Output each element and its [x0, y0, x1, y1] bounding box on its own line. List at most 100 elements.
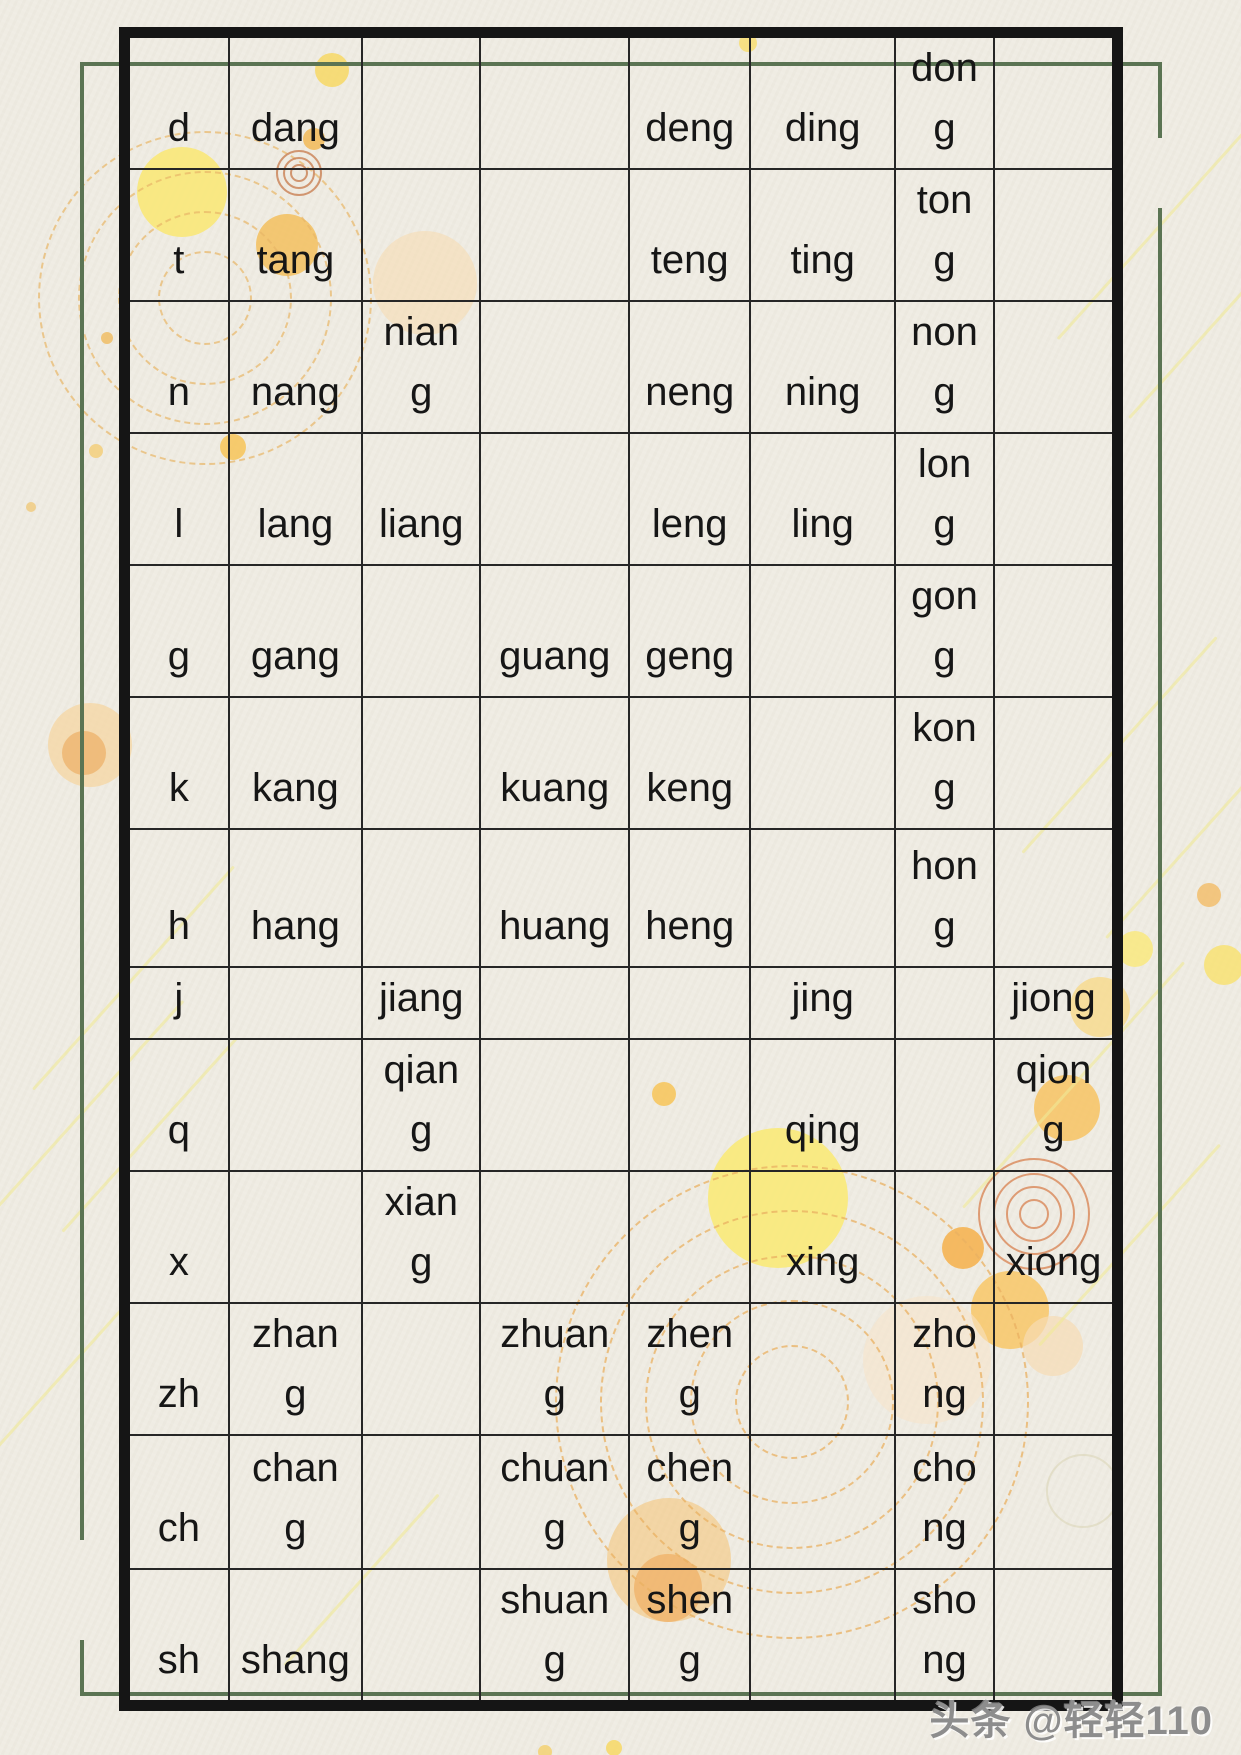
pinyin-cell	[479, 300, 631, 434]
pinyin-cell	[993, 1568, 1119, 1707]
pinyin-cell: jiong	[993, 966, 1119, 1040]
pinyin-cell: nian g	[361, 300, 482, 434]
pinyin-cell: dang	[227, 31, 364, 170]
pinyin-cell: xiong	[993, 1170, 1119, 1304]
pinyin-cell: neng	[628, 300, 752, 434]
pinyin-cell: leng	[628, 432, 752, 566]
pinyin-cell	[993, 31, 1119, 170]
initial-cell: t	[123, 168, 230, 302]
pinyin-cell: qing	[749, 1038, 896, 1172]
initial-cell: h	[123, 828, 230, 968]
pinyin-cell: ton g	[893, 168, 996, 302]
pinyin-cell	[361, 31, 482, 170]
decor-dot	[1204, 945, 1241, 985]
pinyin-cell: ning	[749, 300, 896, 434]
pinyin-cell: zhuan g	[479, 1302, 631, 1436]
pinyin-cell: teng	[628, 168, 752, 302]
pinyin-cell: hon g	[893, 828, 996, 968]
pinyin-cell: xing	[749, 1170, 896, 1304]
pinyin-cell: kuang	[479, 696, 631, 830]
initial-cell: k	[123, 696, 230, 830]
pinyin-cell	[993, 564, 1119, 698]
pinyin-cell: jing	[749, 966, 896, 1040]
pinyin-cell: hang	[227, 828, 364, 968]
pinyin-cell	[628, 1038, 752, 1172]
pinyin-cell: shen g	[628, 1568, 752, 1707]
table-row: ch chan g chuan g chen g cho ng	[123, 1434, 1119, 1570]
pinyin-cell	[749, 696, 896, 830]
pinyin-cell: huang	[479, 828, 631, 968]
watermark: 头条 @轻轻110	[929, 1699, 1213, 1743]
pinyin-cell: lang	[227, 432, 364, 566]
pinyin-cell: nang	[227, 300, 364, 434]
pinyin-cell	[628, 1170, 752, 1304]
pinyin-cell: non g	[893, 300, 996, 434]
pinyin-cell: ting	[749, 168, 896, 302]
pinyin-cell	[993, 432, 1119, 566]
pinyin-cell: jiang	[361, 966, 482, 1040]
pinyin-table-body: d dang deng ding don g t tang teng ting ton g n nan…	[123, 31, 1119, 1707]
decor-dot	[1197, 883, 1221, 907]
pinyin-cell	[749, 1302, 896, 1436]
pinyin-cell: deng	[628, 31, 752, 170]
pinyin-cell	[993, 168, 1119, 302]
pinyin-cell	[227, 966, 364, 1040]
pinyin-cell	[993, 1302, 1119, 1436]
pinyin-cell	[227, 1170, 364, 1304]
pinyin-cell	[361, 1302, 482, 1436]
decor-dot	[62, 731, 106, 775]
table-row: x xian g xing xiong	[123, 1170, 1119, 1304]
pinyin-cell: geng	[628, 564, 752, 698]
pinyin-cell: zho ng	[893, 1302, 996, 1436]
pinyin-cell	[479, 966, 631, 1040]
table-row: sh shang shuan g shen g sho ng	[123, 1568, 1119, 1707]
pinyin-cell: don g	[893, 31, 996, 170]
pinyin-cell	[361, 696, 482, 830]
table-row: zh zhan g zhuan g zhen g zho ng	[123, 1302, 1119, 1436]
pinyin-cell: heng	[628, 828, 752, 968]
pinyin-cell: cho ng	[893, 1434, 996, 1570]
decor-dot	[606, 1740, 622, 1755]
green-frame-right-lower	[1158, 208, 1162, 1696]
initial-cell: sh	[123, 1568, 230, 1707]
pinyin-cell	[893, 1170, 996, 1304]
table-row: t tang teng ting ton g	[123, 168, 1119, 302]
pinyin-cell	[479, 1170, 631, 1304]
pinyin-cell: ling	[749, 432, 896, 566]
pinyin-cell: sho ng	[893, 1568, 996, 1707]
table-row: h hang huang heng hon g	[123, 828, 1119, 968]
pinyin-cell	[361, 564, 482, 698]
pinyin-cell	[993, 828, 1119, 968]
pinyin-cell	[749, 1434, 896, 1570]
decor-streak	[1105, 780, 1241, 940]
table-row: l lang liang leng ling lon g	[123, 432, 1119, 566]
decor-dot	[89, 444, 103, 458]
table-row: j jiang jing jiong	[123, 966, 1119, 1040]
initial-cell: n	[123, 300, 230, 434]
pinyin-cell: lon g	[893, 432, 996, 566]
pinyin-cell: chuan g	[479, 1434, 631, 1570]
decor-dot	[538, 1745, 552, 1755]
pinyin-cell	[479, 168, 631, 302]
pinyin-cell	[479, 432, 631, 566]
pinyin-cell	[893, 966, 996, 1040]
pinyin-cell	[993, 300, 1119, 434]
initial-cell: q	[123, 1038, 230, 1172]
pinyin-cell	[993, 1434, 1119, 1570]
green-frame-left-upper	[80, 62, 84, 1540]
pinyin-cell: kon g	[893, 696, 996, 830]
table-row: k kang kuang keng kon g	[123, 696, 1119, 830]
pinyin-cell: kang	[227, 696, 364, 830]
pinyin-cell: chen g	[628, 1434, 752, 1570]
pinyin-cell: chan g	[227, 1434, 364, 1570]
initial-cell: d	[123, 31, 230, 170]
decor-streak	[0, 1305, 125, 1465]
pinyin-cell	[479, 1038, 631, 1172]
pinyin-cell	[479, 31, 631, 170]
initial-cell: l	[123, 432, 230, 566]
green-frame-left-lower	[80, 1640, 84, 1696]
pinyin-cell: zhan g	[227, 1302, 364, 1436]
pinyin-cell: liang	[361, 432, 482, 566]
pinyin-cell	[628, 966, 752, 1040]
